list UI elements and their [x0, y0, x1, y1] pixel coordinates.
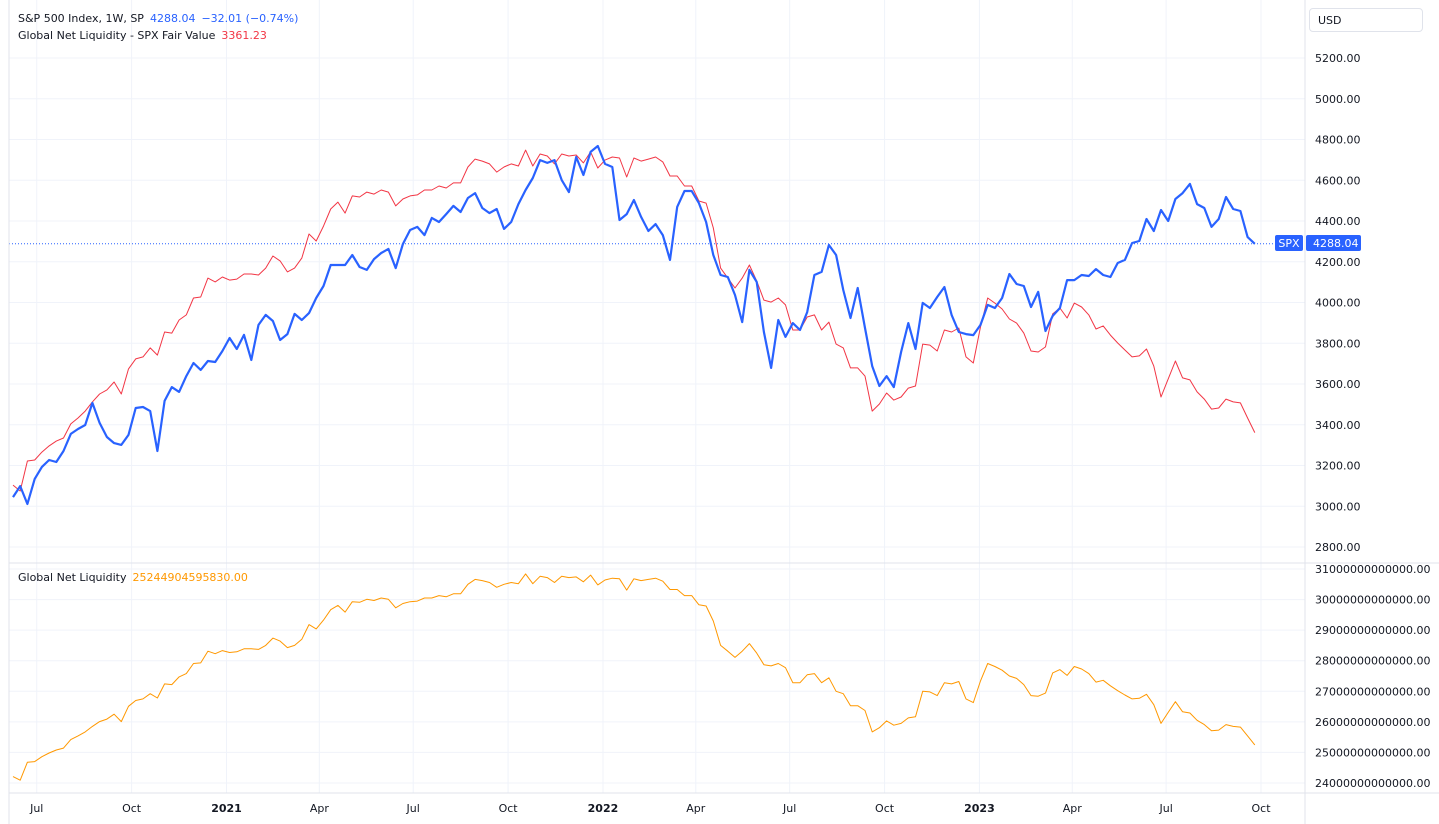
price-tag-value: 4288.04 — [1313, 237, 1359, 250]
price-axis-label: 4800.00 — [1315, 134, 1361, 147]
legend-liquidity-title: Global Net Liquidity — [18, 571, 127, 584]
time-axis-label: Jul — [29, 802, 43, 815]
liquidity-axis-label: 25000000000000.00 — [1315, 746, 1430, 759]
time-axis-label: Oct — [1252, 802, 1272, 815]
liquidity-axis-label: 31000000000000.00 — [1315, 563, 1430, 576]
grid-lines — [9, 0, 1305, 793]
time-axis-label: Oct — [122, 802, 142, 815]
time-axis-label: Oct — [875, 802, 895, 815]
time-axis-label: Oct — [499, 802, 519, 815]
liquidity-axis-label: 26000000000000.00 — [1315, 716, 1430, 729]
time-axis-label: 2022 — [588, 802, 619, 815]
legend-fair-value[interactable]: Global Net Liquidity - SPX Fair Value 336… — [18, 27, 273, 44]
price-axis-label: 3400.00 — [1315, 419, 1361, 432]
legend-liquidity[interactable]: Global Net Liquidity 25244904595830.00 — [18, 569, 254, 586]
time-axis-label: Jul — [406, 802, 420, 815]
liquidity-line[interactable] — [12, 573, 1256, 781]
spx-line[interactable] — [12, 144, 1256, 506]
legend-spx-value: 4288.04 — [149, 12, 196, 25]
fair-value-line[interactable] — [12, 149, 1256, 492]
price-axis-label: 4200.00 — [1315, 256, 1361, 269]
liquidity-axis-label: 24000000000000.00 — [1315, 777, 1430, 790]
legend-spx-title: S&P 500 Index, 1W, SP — [18, 12, 144, 25]
liquidity-axis-label: 27000000000000.00 — [1315, 685, 1430, 698]
legend-liquidity-value: 25244904595830.00 — [132, 571, 248, 584]
liquidity-axis-label: 29000000000000.00 — [1315, 624, 1430, 637]
legend-spx[interactable]: S&P 500 Index, 1W, SP 4288.04 −32.01 (−0.7… — [18, 10, 304, 27]
axes: Jul Oct 2021 Apr Jul Oct 2022 Apr Jul Oct 2023 Apr J… — [29, 52, 1430, 815]
price-axis-label: 4600.00 — [1315, 174, 1361, 187]
time-axis-label: Jul — [782, 802, 796, 815]
price-axis-label: 3200.00 — [1315, 460, 1361, 473]
series-lines — [9, 144, 1275, 781]
price-axis-label: 4400.00 — [1315, 215, 1361, 228]
price-axis-label: 5200.00 — [1315, 52, 1361, 65]
time-axis-label: Jul — [1158, 802, 1172, 815]
current-price-tag: SPX 4288.04 — [1275, 235, 1361, 251]
price-axis-label: 3600.00 — [1315, 378, 1361, 391]
time-axis-label: Apr — [310, 802, 330, 815]
time-axis-label: 2021 — [211, 802, 242, 815]
time-axis-label: Apr — [686, 802, 706, 815]
time-axis-label: Apr — [1063, 802, 1083, 815]
currency-button[interactable]: USD — [1309, 8, 1423, 32]
symbol-tag: SPX — [1278, 237, 1300, 250]
price-axis-label: 4000.00 — [1315, 297, 1361, 310]
legend-spx-change: −32.01 (−0.74%) — [201, 12, 299, 25]
liquidity-axis-label: 28000000000000.00 — [1315, 655, 1430, 668]
legend-fair-value-title: Global Net Liquidity - SPX Fair Value — [18, 29, 216, 42]
price-axis-label: 2800.00 — [1315, 541, 1361, 554]
liquidity-axis-label: 30000000000000.00 — [1315, 594, 1430, 607]
legend-fair-value-value: 3361.23 — [221, 29, 267, 42]
time-axis-label: 2023 — [964, 802, 995, 815]
price-axis-label: 5000.00 — [1315, 93, 1361, 106]
price-axis-label: 3800.00 — [1315, 337, 1361, 350]
price-tag-bg — [1306, 235, 1361, 251]
symbol-tag-bg — [1275, 235, 1303, 251]
price-axis-label: 3000.00 — [1315, 500, 1361, 513]
